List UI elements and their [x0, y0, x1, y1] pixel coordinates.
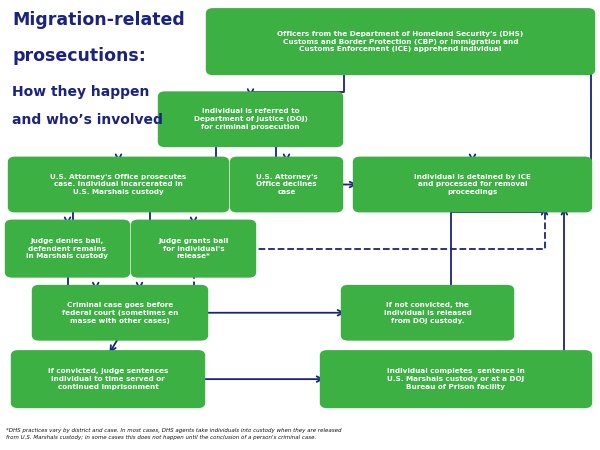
FancyBboxPatch shape: [11, 350, 205, 408]
FancyBboxPatch shape: [131, 220, 256, 278]
FancyBboxPatch shape: [5, 220, 130, 278]
Text: How they happen: How they happen: [12, 85, 149, 99]
Text: *DHS practices vary by district and case. In most cases, DHS agents take individ: *DHS practices vary by district and case…: [6, 428, 341, 440]
Text: Individual is referred to
Department of Justice (DOJ)
for criminal prosecution: Individual is referred to Department of …: [194, 108, 307, 130]
Text: U.S. Attorney's
Office declines
case: U.S. Attorney's Office declines case: [256, 174, 317, 195]
Text: Individual is detained by ICE
and processed for removal
proceedings: Individual is detained by ICE and proces…: [414, 174, 531, 195]
Text: U.S. Attorney's Office prosecutes
case. Individual incarcerated in
U.S. Marshals: U.S. Attorney's Office prosecutes case. …: [50, 174, 187, 195]
FancyBboxPatch shape: [206, 8, 595, 75]
FancyBboxPatch shape: [8, 157, 229, 212]
Text: prosecutions:: prosecutions:: [12, 47, 146, 65]
Text: Officers from the Department of Homeland Security's (DHS)
Customs and Border Pro: Officers from the Department of Homeland…: [277, 31, 524, 52]
Text: If not convicted, the
individual is released
from DOJ custody.: If not convicted, the individual is rele…: [383, 302, 472, 324]
Text: Individual completes  sentence in
U.S. Marshals custody or at a DOJ
Bureau of Pr: Individual completes sentence in U.S. Ma…: [387, 369, 525, 390]
Text: If convicted, judge sentences
individual to time served or
continued imprisonmen: If convicted, judge sentences individual…: [48, 369, 168, 390]
Text: and who’s involved: and who’s involved: [12, 113, 163, 127]
FancyBboxPatch shape: [320, 350, 592, 408]
Text: Criminal case goes before
federal court (sometimes en
masse with other cases): Criminal case goes before federal court …: [62, 302, 178, 324]
Text: Judge denies bail,
defendent remains
in Marshals custody: Judge denies bail, defendent remains in …: [26, 238, 109, 259]
FancyBboxPatch shape: [32, 285, 208, 341]
FancyBboxPatch shape: [353, 157, 592, 212]
Text: Migration-related: Migration-related: [12, 11, 185, 29]
FancyBboxPatch shape: [158, 91, 343, 147]
Text: Judge grants bail
for individual's
release*: Judge grants bail for individual's relea…: [158, 238, 229, 259]
FancyBboxPatch shape: [230, 157, 343, 212]
FancyBboxPatch shape: [341, 285, 514, 341]
